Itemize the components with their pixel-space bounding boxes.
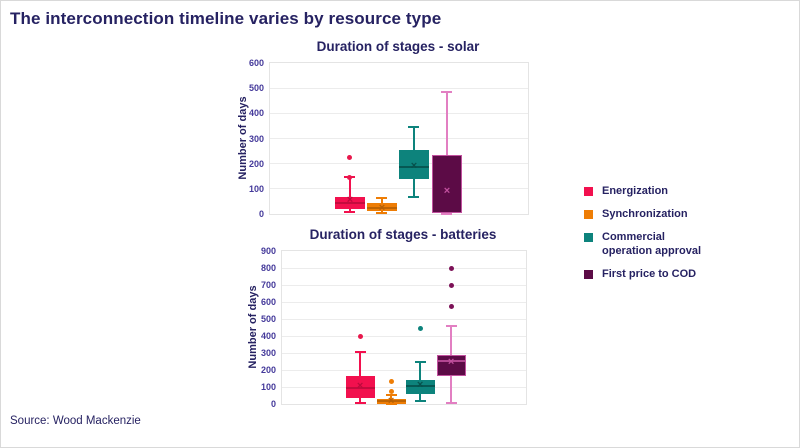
- boxplot-whisker-cap: [414, 399, 426, 402]
- legend: Energization Synchronization Commercial op…: [584, 185, 716, 281]
- gridline: [282, 386, 526, 388]
- boxplot-whisker-cap: [408, 125, 420, 128]
- boxplot-whisker-cap: [376, 196, 388, 199]
- legend-item: Commercial operation approval: [584, 231, 716, 257]
- legend-swatch-icon: [584, 233, 593, 243]
- boxplot-outlier-dot: [417, 325, 423, 331]
- boxplot-outlier-dot: [448, 304, 454, 310]
- gridline: [282, 352, 526, 354]
- page-title: The interconnection timeline varies by r…: [10, 9, 442, 28]
- y-tick-label: 600: [260, 297, 276, 307]
- boxplot-median: [334, 201, 365, 204]
- y-tick-label: 0: [258, 209, 264, 219]
- boxplot-whisker-cap: [385, 403, 397, 405]
- boxplot-mean-marker: ×: [447, 355, 455, 368]
- boxplot-mean-marker: ×: [346, 194, 354, 207]
- y-tick-label: 500: [260, 314, 276, 324]
- y-tick-label: 200: [248, 158, 264, 169]
- y-tick-label: 100: [248, 183, 264, 194]
- boxplot-outlier-dot: [388, 388, 394, 394]
- gridline: [282, 284, 526, 286]
- boxplot-outlier-dot: [448, 266, 454, 272]
- boxplot-mean-marker: ×: [416, 378, 424, 391]
- boxplot-whisker-cap: [441, 90, 453, 93]
- boxplot-outlier-dot: [448, 282, 454, 288]
- y-tick-label: 300: [260, 348, 276, 358]
- boxplot-median: [405, 384, 435, 387]
- solar-chart-title: Duration of stages - solar: [316, 39, 480, 54]
- gridline: [282, 335, 526, 337]
- gridline: [282, 301, 526, 303]
- boxplot-box: [398, 150, 429, 179]
- boxplot-mean-marker: ×: [387, 395, 395, 408]
- boxplot-whisker-cap: [354, 401, 366, 404]
- gridline: [270, 112, 528, 114]
- boxplot-whisker-cap: [385, 394, 397, 397]
- legend-item: Synchronization: [584, 208, 716, 221]
- batteries-plot-area: 0 100 200 300 400 500 600 700 800 900 × × × ×: [261, 246, 527, 409]
- legend-label: First price to COD: [602, 267, 697, 280]
- batteries-chart-title: Duration of stages - batteries: [309, 227, 497, 242]
- y-tick-label: 900: [260, 246, 276, 256]
- gridline: [282, 369, 526, 371]
- y-tick-label: 700: [260, 280, 276, 290]
- y-tick-label: 400: [248, 108, 264, 119]
- y-tick-label: 300: [248, 133, 264, 144]
- gridline: [270, 87, 528, 89]
- y-tick-label: 500: [248, 83, 264, 94]
- y-tick-label: 100: [260, 382, 276, 392]
- legend-label: Commercial operation approval: [602, 231, 702, 257]
- gridline: [270, 138, 528, 139]
- boxplot-whisker-cap: [441, 213, 453, 215]
- boxplot-whisker-cap: [445, 324, 457, 327]
- boxplot-median: [436, 360, 466, 363]
- boxplot-mean-marker: ×: [356, 379, 364, 392]
- boxplot-median: [398, 166, 429, 169]
- legend-swatch-icon: [584, 187, 593, 196]
- y-tick-label: 800: [260, 263, 276, 273]
- boxplot-whisker-cap: [344, 211, 356, 214]
- gridline: [270, 188, 528, 190]
- boxplot-whisker-cap: [408, 196, 420, 199]
- boxplot-mean-marker: ×: [443, 184, 451, 197]
- legend-label: Synchronization: [602, 208, 688, 221]
- y-tick-label: 600: [248, 58, 264, 68]
- boxplot-outlier-dot: [347, 154, 353, 160]
- boxplot-box: [431, 155, 462, 214]
- gridline: [282, 267, 526, 269]
- solar-plot-area: 0 100 200 300 400 500 600 × × × ×: [249, 58, 529, 219]
- boxplot-whisker: [446, 91, 448, 214]
- boxplot-whisker-cap: [414, 361, 426, 363]
- legend-item: First price to COD: [584, 268, 716, 281]
- boxplot-whisker-cap: [354, 350, 366, 353]
- boxplot-outlier-dot: [388, 379, 394, 385]
- boxplot-whisker-cap: [445, 402, 457, 405]
- boxplot-median: [345, 386, 375, 389]
- source-note: Source: Wood Mackenzie: [10, 415, 141, 427]
- boxplot-median: [376, 400, 406, 403]
- legend-swatch-icon: [584, 210, 593, 220]
- gridline: [282, 318, 526, 320]
- boxplot-mean-marker: ×: [378, 201, 386, 214]
- y-tick-label: 0: [270, 399, 276, 409]
- boxplot-outlier-dot: [357, 334, 363, 340]
- boxplot-whisker-cap: [376, 212, 388, 215]
- legend-swatch-icon: [584, 269, 593, 279]
- boxplot-box: [405, 380, 435, 394]
- boxplot-mean-marker: ×: [410, 159, 418, 172]
- y-tick-label: 400: [260, 331, 276, 341]
- boxplot-median: [366, 206, 397, 209]
- y-tick-label: 200: [260, 365, 276, 375]
- boxplot-whisker: [349, 176, 351, 213]
- legend-label: Energization: [602, 185, 669, 197]
- legend-item: Energization: [584, 185, 716, 198]
- boxplot-outlier-dot: [347, 175, 353, 180]
